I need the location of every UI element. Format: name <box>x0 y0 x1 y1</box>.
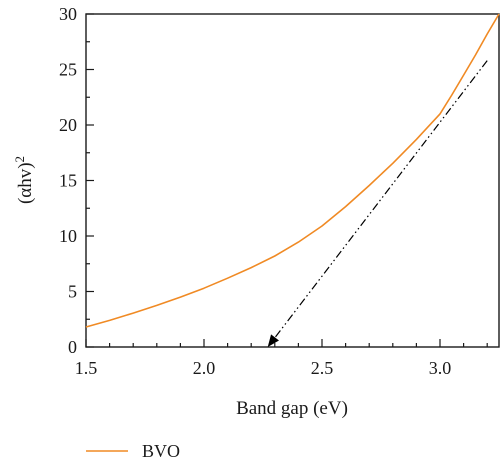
y-tick-label: 25 <box>59 60 77 80</box>
y-axis-title-superscript: 2 <box>12 156 27 163</box>
y-tick-label: 0 <box>68 337 77 357</box>
y-tick-label: 30 <box>59 4 77 24</box>
y-tick-label: 20 <box>59 115 77 135</box>
x-tick-label: 2.5 <box>311 358 334 378</box>
y-tick-label: 10 <box>59 226 77 246</box>
tick-labels: 1.5 2.0 2.5 3.0 0 5 10 15 20 25 30 <box>59 4 451 378</box>
tangent-line <box>267 60 488 347</box>
y-axis-title-base: (αhv) <box>15 162 36 204</box>
plot-frame <box>85 13 500 348</box>
legend: BVO <box>86 441 180 461</box>
x-axis-title: Band gap (eV) <box>236 398 348 419</box>
x-tick-label: 2.0 <box>193 358 216 378</box>
legend-label-bvo: BVO <box>142 441 180 461</box>
tangent-dashed-line <box>274 60 488 338</box>
tangent-arrowhead <box>267 334 279 347</box>
series-line-bvo <box>85 13 500 328</box>
x-tick-label: 1.5 <box>75 358 98 378</box>
y-tick-label: 15 <box>59 171 77 191</box>
y-axis-title: (αhv)2 <box>12 156 36 204</box>
x-tick-label: 3.0 <box>429 358 452 378</box>
axis-ticks <box>85 13 488 348</box>
series-lines <box>85 13 500 328</box>
y-tick-label: 5 <box>68 282 77 302</box>
